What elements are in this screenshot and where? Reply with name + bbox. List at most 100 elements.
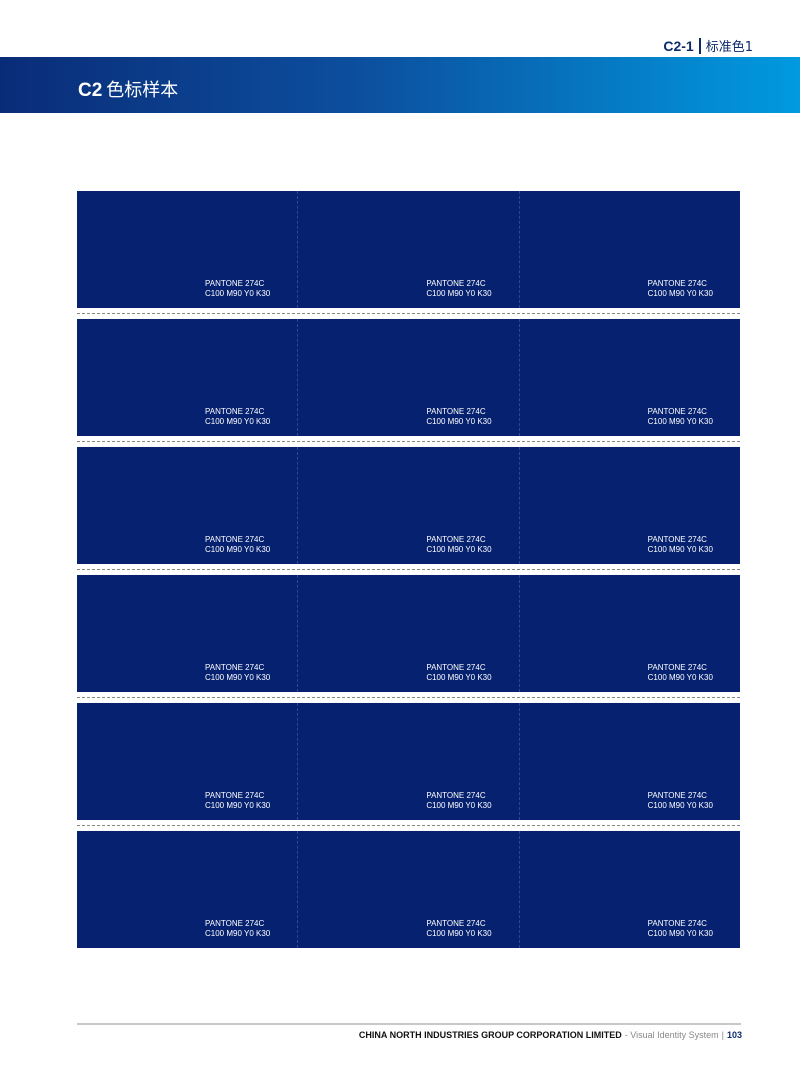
cmyk-value: C100 M90 Y0 K30 — [205, 545, 271, 554]
swatch-label: PANTONE 274C C100 M90 Y0 K30 — [205, 663, 270, 683]
company-name: CHINA NORTH INDUSTRIES GROUP CORPORATION… — [358, 1030, 622, 1040]
swatch-label: PANTONE 274C C100 M90 Y0 K30 — [205, 279, 270, 299]
footer-separator: | — [721, 1030, 724, 1040]
cmyk-value: C100 M90 Y0 K30 — [426, 289, 492, 298]
pantone-code: PANTONE 274C — [647, 663, 707, 672]
pantone-code: PANTONE 274C — [647, 791, 707, 800]
color-swatch: PANTONE 274C C100 M90 Y0 K30 — [520, 319, 740, 436]
cut-line — [77, 436, 740, 447]
title-code: C2 — [78, 80, 103, 101]
pantone-code: PANTONE 274C — [426, 791, 486, 800]
dashed-line — [77, 697, 740, 698]
cmyk-value: C100 M90 Y0 K30 — [647, 289, 713, 298]
pantone-code: PANTONE 274C — [426, 919, 486, 928]
color-swatch: PANTONE 274C C100 M90 Y0 K30 — [298, 575, 520, 692]
footer: CHINA NORTH INDUSTRIES GROUP CORPORATION… — [359, 1030, 742, 1040]
dashed-line — [77, 825, 740, 826]
pantone-code: PANTONE 274C — [426, 407, 486, 416]
color-swatch: PANTONE 274C C100 M90 Y0 K30 — [520, 831, 740, 948]
swatch-label: PANTONE 274C C100 M90 Y0 K30 — [205, 791, 270, 811]
pantone-code: PANTONE 274C — [205, 535, 265, 544]
color-swatch: PANTONE 274C C100 M90 Y0 K30 — [77, 575, 299, 692]
pantone-code: PANTONE 274C — [205, 407, 265, 416]
system-name: - Visual Identity System — [624, 1030, 719, 1040]
pantone-code: PANTONE 274C — [205, 791, 265, 800]
color-swatch: PANTONE 274C C100 M90 Y0 K30 — [520, 575, 740, 692]
cmyk-value: C100 M90 Y0 K30 — [647, 801, 713, 810]
pantone-code: PANTONE 274C — [647, 407, 707, 416]
swatch-label: PANTONE 274C C100 M90 Y0 K30 — [426, 407, 491, 427]
pantone-code: PANTONE 274C — [426, 535, 486, 544]
swatch-label: PANTONE 274C C100 M90 Y0 K30 — [205, 919, 270, 939]
color-swatch: PANTONE 274C C100 M90 Y0 K30 — [298, 703, 520, 820]
swatch-grid: PANTONE 274C C100 M90 Y0 K30 PANTONE 274C C… — [77, 191, 740, 948]
swatch-row: PANTONE 274C C100 M90 Y0 K30 PANTONE 274C C… — [77, 191, 740, 308]
pantone-code: PANTONE 274C — [205, 663, 265, 672]
color-swatch: PANTONE 274C C100 M90 Y0 K30 — [520, 191, 740, 308]
pantone-code: PANTONE 274C — [647, 535, 707, 544]
color-swatch: PANTONE 274C C100 M90 Y0 K30 — [298, 831, 520, 948]
title-text: 色标样本 — [106, 80, 179, 101]
cmyk-value: C100 M90 Y0 K30 — [647, 929, 713, 938]
cmyk-value: C100 M90 Y0 K30 — [647, 673, 713, 682]
color-swatch: PANTONE 274C C100 M90 Y0 K30 — [77, 447, 299, 564]
swatch-row: PANTONE 274C C100 M90 Y0 K30 PANTONE 274C C… — [77, 831, 740, 948]
color-swatch: PANTONE 274C C100 M90 Y0 K30 — [520, 447, 740, 564]
pantone-code: PANTONE 274C — [426, 663, 486, 672]
swatch-label: PANTONE 274C C100 M90 Y0 K30 — [426, 535, 491, 555]
cmyk-value: C100 M90 Y0 K30 — [205, 801, 271, 810]
page-number: 103 — [726, 1030, 742, 1040]
swatch-label: PANTONE 274C C100 M90 Y0 K30 — [426, 919, 491, 939]
section-label: C2-1 标准色1 — [663, 36, 753, 55]
swatch-row: PANTONE 274C C100 M90 Y0 K30 PANTONE 274C C… — [77, 575, 740, 692]
cmyk-value: C100 M90 Y0 K30 — [426, 673, 492, 682]
section-code: C2-1 — [663, 37, 694, 54]
cut-line — [77, 308, 740, 319]
dashed-line — [77, 441, 740, 442]
footer-rule — [77, 1023, 741, 1025]
color-swatch: PANTONE 274C C100 M90 Y0 K30 — [77, 319, 299, 436]
pantone-code: PANTONE 274C — [205, 919, 265, 928]
color-swatch: PANTONE 274C C100 M90 Y0 K30 — [77, 703, 299, 820]
color-swatch: PANTONE 274C C100 M90 Y0 K30 — [298, 319, 520, 436]
cut-line — [77, 692, 740, 703]
color-swatch: PANTONE 274C C100 M90 Y0 K30 — [520, 703, 740, 820]
swatch-label: PANTONE 274C C100 M90 Y0 K30 — [205, 535, 270, 555]
cmyk-value: C100 M90 Y0 K30 — [205, 929, 271, 938]
pantone-code: PANTONE 274C — [647, 919, 707, 928]
swatch-label: PANTONE 274C C100 M90 Y0 K30 — [426, 663, 491, 683]
color-swatch: PANTONE 274C C100 M90 Y0 K30 — [298, 447, 520, 564]
swatch-label: PANTONE 274C C100 M90 Y0 K30 — [426, 279, 491, 299]
cmyk-value: C100 M90 Y0 K30 — [426, 801, 492, 810]
swatch-row: PANTONE 274C C100 M90 Y0 K30 PANTONE 274C C… — [77, 703, 740, 820]
pantone-code: PANTONE 274C — [647, 279, 707, 288]
page-title: C2 色标样本 — [78, 76, 178, 102]
cut-line — [77, 820, 740, 831]
cmyk-value: C100 M90 Y0 K30 — [205, 289, 271, 298]
swatch-label: PANTONE 274C C100 M90 Y0 K30 — [648, 919, 713, 939]
cmyk-value: C100 M90 Y0 K30 — [426, 545, 492, 554]
divider — [698, 37, 701, 54]
swatch-label: PANTONE 274C C100 M90 Y0 K30 — [205, 407, 270, 427]
swatch-label: PANTONE 274C C100 M90 Y0 K30 — [648, 535, 713, 555]
swatch-label: PANTONE 274C C100 M90 Y0 K30 — [426, 791, 491, 811]
cmyk-value: C100 M90 Y0 K30 — [647, 545, 713, 554]
cut-line — [77, 564, 740, 575]
swatch-label: PANTONE 274C C100 M90 Y0 K30 — [648, 279, 713, 299]
color-swatch: PANTONE 274C C100 M90 Y0 K30 — [298, 191, 520, 308]
cmyk-value: C100 M90 Y0 K30 — [426, 417, 492, 426]
dashed-line — [77, 313, 740, 314]
swatch-row: PANTONE 274C C100 M90 Y0 K30 PANTONE 274C C… — [77, 319, 740, 436]
cmyk-value: C100 M90 Y0 K30 — [205, 417, 271, 426]
pantone-code: PANTONE 274C — [205, 279, 265, 288]
section-name: 标准色1 — [705, 40, 753, 55]
swatch-label: PANTONE 274C C100 M90 Y0 K30 — [648, 663, 713, 683]
swatch-label: PANTONE 274C C100 M90 Y0 K30 — [648, 791, 713, 811]
swatch-label: PANTONE 274C C100 M90 Y0 K30 — [648, 407, 713, 427]
dashed-line — [77, 569, 740, 570]
cmyk-value: C100 M90 Y0 K30 — [426, 929, 492, 938]
swatch-row: PANTONE 274C C100 M90 Y0 K30 PANTONE 274C C… — [77, 447, 740, 564]
pantone-code: PANTONE 274C — [426, 279, 486, 288]
color-swatch: PANTONE 274C C100 M90 Y0 K30 — [77, 831, 299, 948]
cmyk-value: C100 M90 Y0 K30 — [647, 417, 713, 426]
